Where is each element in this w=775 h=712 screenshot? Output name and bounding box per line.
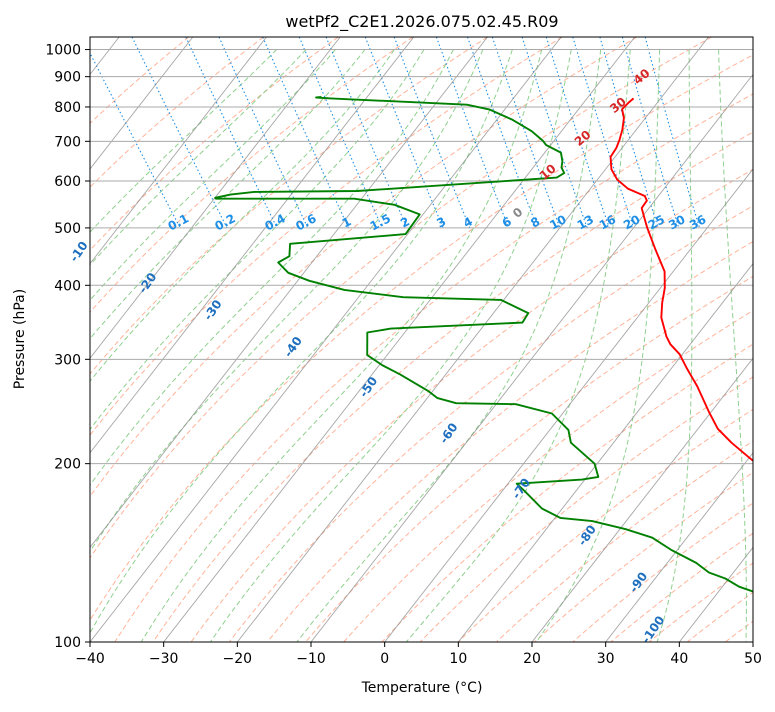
- dry-adiabat-label: -10: [67, 239, 91, 265]
- y-tick-label: 400: [54, 278, 81, 294]
- y-axis-title: Pressure (hPa): [12, 289, 28, 389]
- y-tick-label: 500: [54, 221, 81, 237]
- x-axis: −40 −30 −20 −10 0 10 20 30 40 50: [75, 642, 762, 667]
- x-tick-label: −10: [296, 651, 326, 667]
- y-tick-label: 900: [54, 70, 81, 86]
- y-tick-label: 1000: [45, 43, 81, 59]
- x-tick-label: 30: [597, 651, 615, 667]
- y-axis: 100 200 300 400 500 600 700 800 900 1000: [45, 43, 90, 651]
- chart-title: wetPf2_C2E1.2026.075.02.45.R09: [285, 12, 558, 32]
- x-tick-label: 50: [744, 651, 762, 667]
- dry-adiabat-line: [764, 37, 775, 642]
- y-tick-label: 300: [54, 352, 81, 368]
- x-tick-label: 40: [670, 651, 688, 667]
- y-tick-label: 600: [54, 174, 81, 190]
- x-axis-title: Temperature (°C): [361, 680, 483, 696]
- x-tick-label: 10: [449, 651, 467, 667]
- y-tick-label: 800: [54, 100, 81, 116]
- x-tick-label: 0: [380, 651, 389, 667]
- x-tick-label: −30: [149, 651, 179, 667]
- x-tick-label: −40: [75, 651, 105, 667]
- y-tick-label: 200: [54, 457, 81, 473]
- x-tick-label: 20: [523, 651, 541, 667]
- y-tick-label: 700: [54, 134, 81, 150]
- y-tick-label: 100: [54, 635, 81, 651]
- isotherm-line: [753, 37, 775, 642]
- x-tick-label: −20: [223, 651, 253, 667]
